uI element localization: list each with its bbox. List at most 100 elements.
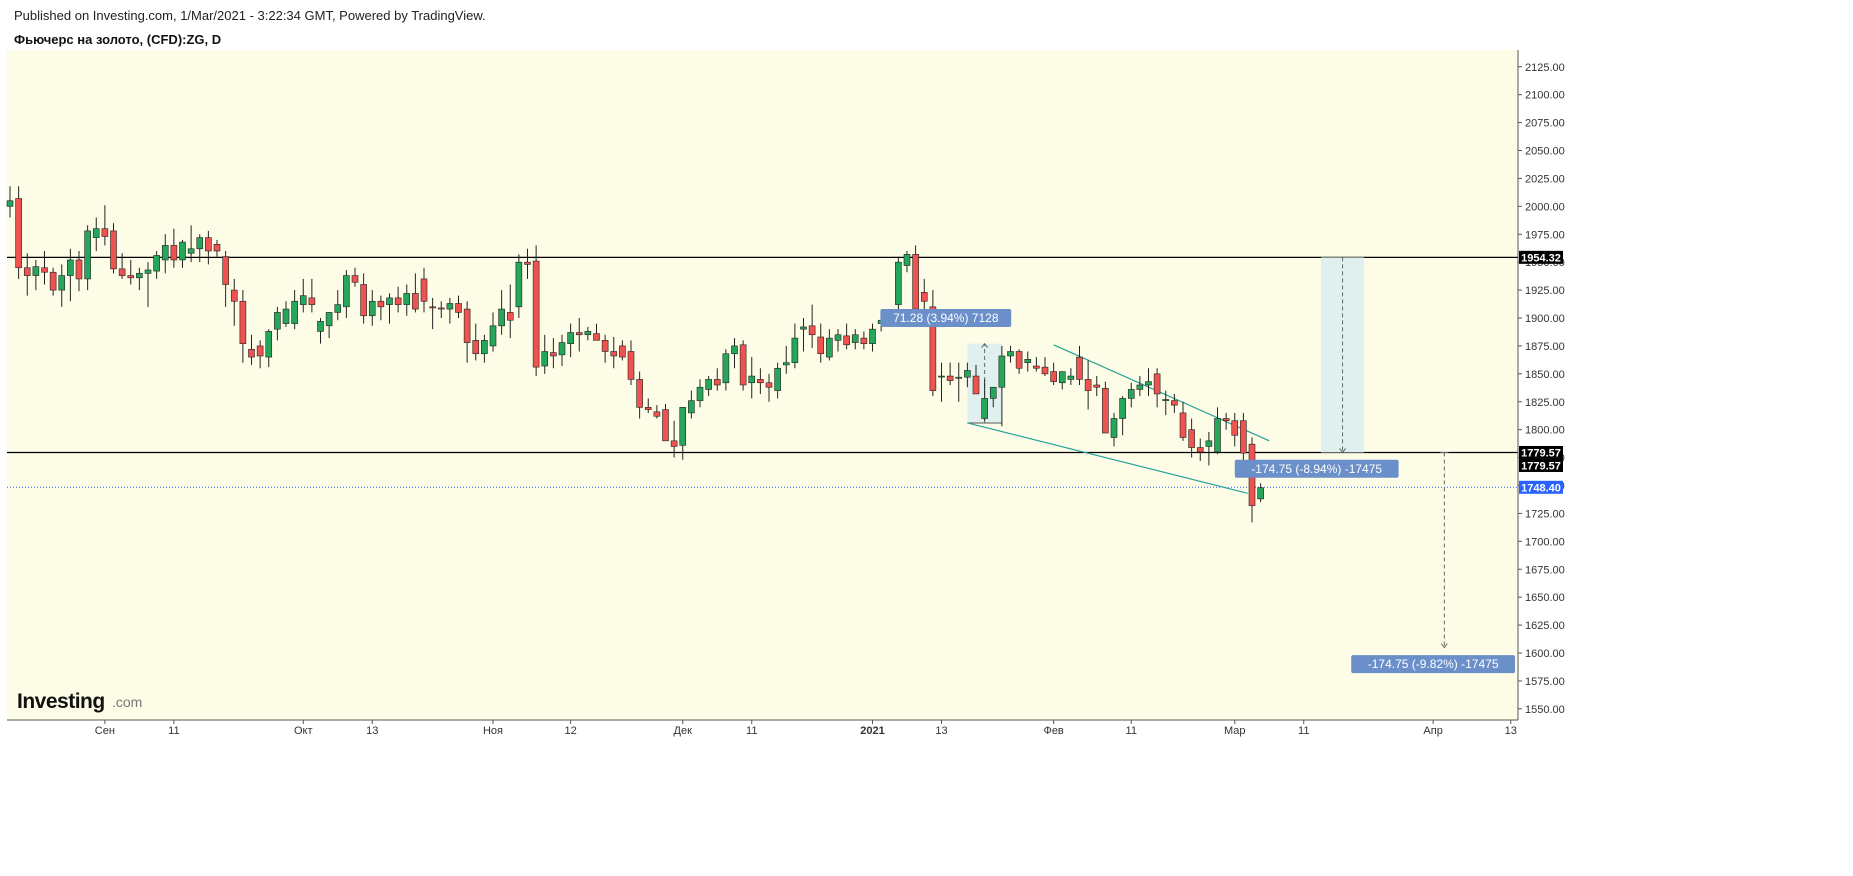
candle[interactable]: [472, 323, 480, 361]
candle[interactable]: [489, 312, 497, 352]
candle[interactable]: [481, 334, 488, 363]
candle[interactable]: [75, 251, 83, 292]
candle[interactable]: [765, 373, 773, 402]
candle[interactable]: [239, 290, 247, 363]
candle[interactable]: [981, 379, 988, 421]
candle[interactable]: [377, 295, 385, 321]
candle[interactable]: [291, 290, 298, 330]
candle[interactable]: [446, 297, 454, 324]
candle[interactable]: [144, 262, 152, 307]
candle[interactable]: [834, 329, 842, 352]
candle[interactable]: [437, 301, 445, 318]
candle[interactable]: [644, 398, 652, 413]
candle[interactable]: [1145, 368, 1152, 397]
candle[interactable]: [161, 234, 169, 274]
candle[interactable]: [739, 340, 747, 391]
candle[interactable]: [826, 329, 833, 361]
candle[interactable]: [1214, 407, 1221, 455]
candle[interactable]: [532, 245, 540, 377]
candle[interactable]: [670, 420, 678, 458]
candle[interactable]: [153, 251, 160, 279]
candle[interactable]: [575, 318, 583, 352]
candle[interactable]: [998, 345, 1006, 427]
candle[interactable]: [1240, 412, 1247, 464]
candle[interactable]: [1171, 393, 1178, 413]
candle[interactable]: [722, 349, 730, 391]
candle[interactable]: [6, 186, 14, 218]
candle[interactable]: [343, 269, 350, 318]
candle[interactable]: [774, 362, 781, 399]
candle[interactable]: [550, 338, 557, 369]
candle[interactable]: [584, 326, 592, 341]
candle[interactable]: [782, 345, 790, 374]
candle[interactable]: [317, 318, 324, 344]
candle[interactable]: [41, 251, 48, 285]
candle[interactable]: [32, 259, 40, 291]
candle[interactable]: [49, 267, 57, 296]
candle[interactable]: [179, 239, 186, 268]
candle[interactable]: [731, 338, 738, 369]
candle[interactable]: [92, 217, 100, 252]
candle[interactable]: [412, 273, 419, 313]
plot-area[interactable]: [7, 50, 1518, 720]
candle[interactable]: [1222, 412, 1230, 430]
candle[interactable]: [1257, 483, 1264, 503]
candle[interactable]: [1136, 376, 1144, 397]
candle[interactable]: [187, 225, 195, 263]
candle[interactable]: [1007, 345, 1014, 363]
candle[interactable]: [403, 284, 411, 316]
candle[interactable]: [1188, 418, 1195, 458]
candle[interactable]: [196, 234, 204, 263]
candle[interactable]: [601, 334, 609, 363]
candle[interactable]: [791, 323, 799, 369]
candle[interactable]: [1119, 396, 1126, 436]
candle[interactable]: [843, 323, 850, 350]
candle[interactable]: [1041, 357, 1049, 377]
candle[interactable]: [972, 364, 980, 395]
candle[interactable]: [1058, 371, 1066, 390]
candle[interactable]: [58, 264, 66, 307]
candle[interactable]: [860, 331, 868, 350]
candle[interactable]: [524, 248, 531, 279]
candle[interactable]: [1050, 362, 1057, 385]
candle[interactable]: [368, 290, 376, 326]
candle[interactable]: [67, 248, 74, 302]
candle[interactable]: [1153, 368, 1161, 408]
candle[interactable]: [325, 312, 333, 339]
candle[interactable]: [567, 323, 574, 358]
candle[interactable]: [1067, 368, 1075, 385]
candle[interactable]: [455, 295, 462, 318]
candle[interactable]: [593, 323, 600, 341]
candle[interactable]: [256, 340, 264, 369]
candle[interactable]: [1127, 382, 1135, 408]
candle[interactable]: [1033, 357, 1040, 372]
candle[interactable]: [903, 251, 911, 273]
candle[interactable]: [334, 290, 342, 321]
candle[interactable]: [1231, 412, 1239, 447]
candle[interactable]: [869, 323, 876, 352]
candle[interactable]: [265, 329, 273, 368]
candle[interactable]: [662, 403, 669, 442]
candle[interactable]: [136, 267, 143, 291]
candle[interactable]: [989, 386, 997, 408]
candle[interactable]: [230, 278, 238, 326]
candle[interactable]: [895, 256, 902, 313]
candle[interactable]: [118, 253, 126, 279]
candle[interactable]: [420, 267, 428, 313]
candle[interactable]: [127, 259, 135, 285]
candle[interactable]: [248, 334, 255, 365]
candle[interactable]: [696, 379, 704, 408]
candle[interactable]: [619, 340, 626, 361]
candle[interactable]: [274, 306, 281, 341]
candle[interactable]: [1162, 390, 1170, 416]
candle[interactable]: [1179, 401, 1187, 441]
candle[interactable]: [851, 329, 859, 350]
candle[interactable]: [170, 228, 178, 268]
candle[interactable]: [912, 245, 919, 316]
candle[interactable]: [101, 205, 109, 246]
candle[interactable]: [688, 390, 695, 419]
candle[interactable]: [929, 290, 937, 397]
candle[interactable]: [394, 286, 402, 313]
candle[interactable]: [222, 251, 229, 307]
